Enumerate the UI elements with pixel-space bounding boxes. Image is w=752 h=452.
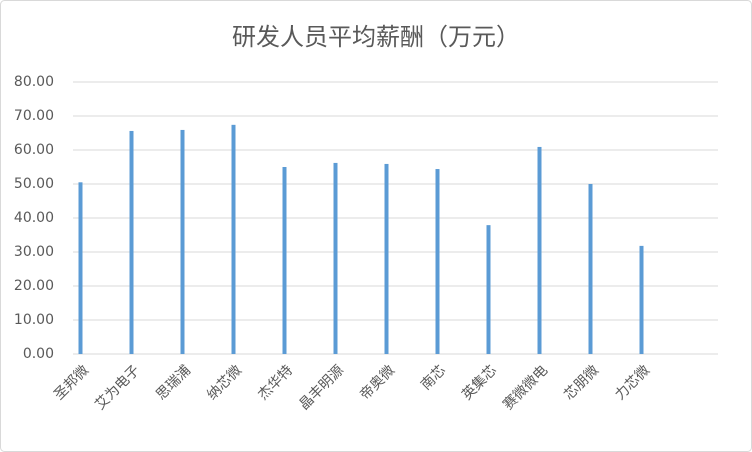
bar — [78, 182, 83, 354]
y-tick-label: 50.00 — [14, 176, 54, 192]
y-tick-label: 70.00 — [14, 108, 54, 124]
y-tick-label: 40.00 — [14, 210, 54, 226]
bar — [588, 184, 593, 354]
bar — [333, 162, 338, 354]
bar — [384, 163, 389, 354]
y-tick-label: 30.00 — [14, 244, 54, 260]
bar — [435, 169, 440, 354]
y-tick-label: 10.00 — [14, 312, 54, 328]
bar — [282, 167, 287, 354]
bar — [639, 245, 644, 354]
bar — [180, 129, 185, 354]
y-tick-label: 0.00 — [23, 346, 54, 362]
bar — [129, 130, 134, 354]
bar — [231, 124, 236, 354]
bar — [537, 146, 542, 354]
y-tick-label: 60.00 — [14, 142, 54, 158]
chart-title: 研发人员平均薪酬（万元） — [232, 23, 520, 51]
y-tick-label: 80.00 — [14, 74, 54, 90]
y-tick-label: 20.00 — [14, 278, 54, 294]
bar — [486, 225, 491, 354]
